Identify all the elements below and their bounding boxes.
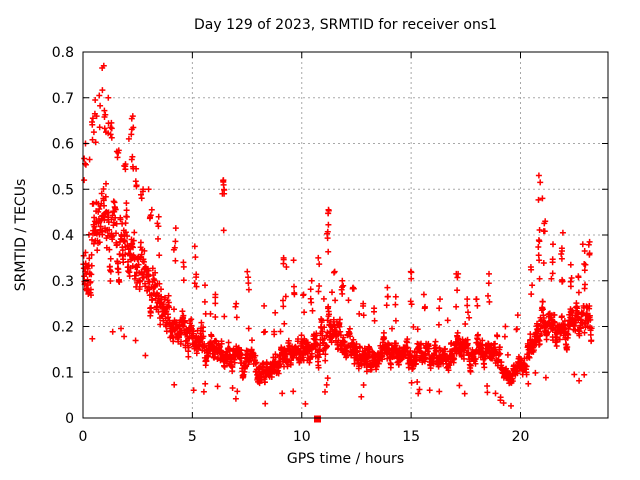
y-axis-label: SRMTID / TECUs: [13, 178, 29, 292]
x-tick-label: 15: [402, 429, 420, 445]
y-tick-label: 0.8: [52, 45, 74, 61]
x-tick-label: 5: [188, 429, 197, 445]
tick-marks: [82, 51, 608, 419]
y-tick-label: 0.6: [52, 137, 74, 153]
x-tick-label: 20: [512, 429, 530, 445]
data-points: [80, 62, 595, 409]
y-tick-label: 0.3: [52, 274, 74, 290]
y-tick-label: 0.4: [52, 228, 74, 244]
grid-lines: [83, 52, 608, 418]
x-tick-label: 10: [293, 429, 311, 445]
y-tick-label: 0.7: [52, 91, 74, 107]
y-tick-label: 0.2: [52, 320, 74, 336]
y-tick-label: 0.1: [52, 365, 74, 381]
x-axis-label: GPS time / hours: [286, 451, 405, 467]
special-point-square: [314, 415, 321, 423]
chart-title: Day 129 of 2023, SRMTID for receiver ons…: [193, 17, 498, 33]
y-tick-label: 0.5: [52, 182, 74, 198]
x-tick-label: 0: [79, 429, 88, 445]
y-tick-label: 0: [65, 411, 74, 427]
